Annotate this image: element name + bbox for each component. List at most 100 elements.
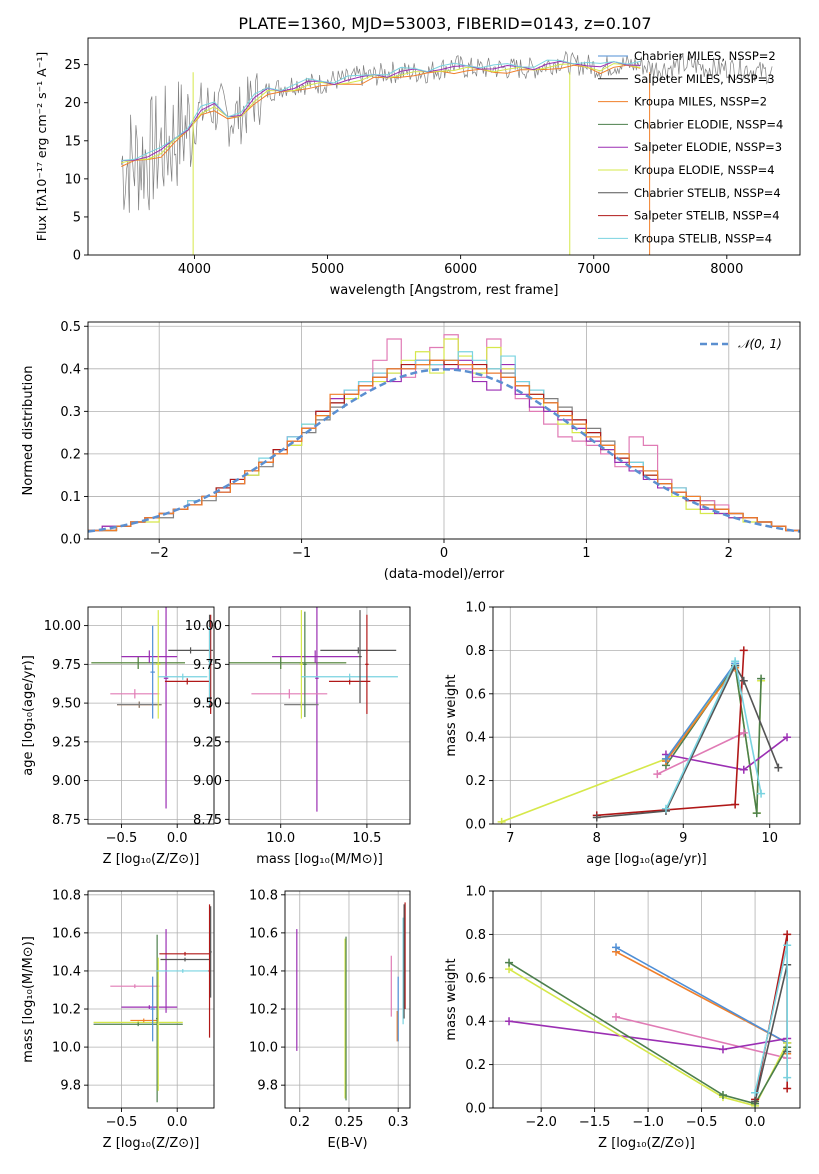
x-axis-label: age [log₁₀(age/yr)] <box>586 852 707 867</box>
plot-area <box>91 607 213 809</box>
x-tick-label: −1.0 <box>632 1115 664 1130</box>
x-tick-label: 0.25 <box>334 1115 363 1130</box>
y-tick-label: 10.00 <box>185 619 222 634</box>
x-tick-label: 7 <box>506 831 514 846</box>
x-tick-label: −2.0 <box>525 1115 557 1130</box>
chart-age-vs-mass: 10.0 10.5 8.75 9.00 9.25 9.50 9.75 10.00 mass [l… <box>185 606 411 867</box>
series-point-marker <box>783 930 792 939</box>
y-tick-label: 0.2 <box>465 1058 486 1073</box>
x-tick-label: 0.0 <box>167 831 188 846</box>
x-tick-label: 0.0 <box>167 1115 188 1130</box>
x-axis-label: Z [log₁₀(Z/Z⊙)] <box>598 1136 695 1151</box>
series-point-marker <box>739 646 748 655</box>
series-line <box>596 650 745 817</box>
legend-label: Chabrier MILES, NSSP=2 <box>634 49 776 63</box>
series-point-marker <box>783 1084 792 1093</box>
series-point-marker <box>612 943 621 952</box>
series-point-marker <box>731 800 740 809</box>
x-tick-label: 0.0 <box>745 1115 766 1130</box>
y-tick-label: 0.4 <box>465 731 486 746</box>
y-tick-label: 10.2 <box>249 1003 278 1018</box>
plot-area <box>505 930 792 1108</box>
x-axis-label: mass [log₁₀(M/M⊙)] <box>256 852 383 867</box>
chart-spectrum: Chabrier MILES, NSSP=2 Salpeter MILES, NS… <box>34 37 801 298</box>
y-tick-label: 0.0 <box>60 533 81 548</box>
series-point-marker <box>783 733 792 742</box>
series-point-marker <box>751 1088 760 1097</box>
y-tick-label: 0.6 <box>465 687 486 702</box>
axes-frame <box>284 890 411 1109</box>
x-axis-label: E(B-V) <box>327 1136 367 1151</box>
x-axis-label: Z [log₁₀(Z/Z⊙)] <box>103 1136 200 1151</box>
x-tick-label: 10 <box>761 831 778 846</box>
series-line <box>656 732 745 775</box>
series-point-marker <box>497 817 506 824</box>
x-tick-label: 2 <box>725 546 733 561</box>
y-tick-label: 9.8 <box>60 1079 81 1094</box>
y-axis-label: age [log₁₀(age/yr)] <box>21 655 36 776</box>
legend-label: Salpeter MILES, NSSP=3 <box>634 72 775 86</box>
axes-frame <box>87 606 215 825</box>
plot-area <box>120 50 773 255</box>
y-tick-label: 10.4 <box>249 964 278 979</box>
y-tick-label: 0.4 <box>465 1015 486 1030</box>
y-tick-label: 0.2 <box>60 447 81 462</box>
legend-label: Chabrier ELODIE, NSSP=4 <box>634 117 783 131</box>
series-line <box>665 658 762 810</box>
y-axis-label: mass weight <box>444 958 459 1040</box>
x-tick-label: 1 <box>582 546 590 561</box>
legend-label: 𝒩(0, 1) <box>738 337 782 351</box>
series-point-marker <box>592 813 601 822</box>
axes-frame <box>87 37 801 256</box>
legend-label: Salpeter ELODIE, NSSP=3 <box>634 140 782 154</box>
series-point-marker <box>752 809 761 818</box>
series-point-marker <box>757 789 766 798</box>
x-tick-label: 10.5 <box>352 831 381 846</box>
series-point-marker <box>751 1097 760 1106</box>
x-tick-label: 4000 <box>178 262 211 277</box>
series-point-marker <box>731 657 740 666</box>
y-tick-label: 9.8 <box>257 1079 278 1094</box>
y-tick-label: 0.6 <box>465 971 486 986</box>
x-tick-label: 8 <box>593 831 601 846</box>
y-tick-label: 25 <box>64 58 81 73</box>
x-axis-label: wavelength [Angstrom, rest frame] <box>330 283 559 298</box>
series-point-marker <box>661 754 670 763</box>
x-axis-label: Z [log₁₀(Z/Z⊙)] <box>103 852 200 867</box>
y-tick-label: 0.0 <box>465 1102 486 1117</box>
series-line <box>615 1016 788 1059</box>
x-tick-label: 0.2 <box>289 1115 310 1130</box>
y-tick-label: 1.0 <box>465 601 486 616</box>
y-tick-label: 0.5 <box>60 320 81 335</box>
series-line <box>665 667 736 762</box>
chart-residuals: 𝒩(0, 1) −2 −1 0 1 2 0.0 0.1 0.2 0.3 0.4 0.5 (data-mo… <box>21 320 801 582</box>
x-tick-label: 9 <box>679 831 687 846</box>
x-tick-label: 10.0 <box>266 831 295 846</box>
y-tick-label: 0.0 <box>465 818 486 833</box>
x-tick-label: 7000 <box>577 262 610 277</box>
y-tick-label: 15 <box>64 134 81 149</box>
axes-frame <box>492 606 801 825</box>
x-tick-label: 6000 <box>444 262 477 277</box>
series-point-marker <box>774 763 783 772</box>
x-tick-label: 8000 <box>710 262 743 277</box>
series-point-marker <box>783 941 792 950</box>
y-tick-label: 0.2 <box>465 774 486 789</box>
figure-title: PLATE=1360, MJD=53003, FIBERID=0143, z=0… <box>238 14 651 33</box>
y-tick-label: 10.0 <box>249 1041 278 1056</box>
y-tick-label: 10.4 <box>52 964 81 979</box>
spectrum-model-line <box>121 64 641 167</box>
axes-frame <box>87 890 215 1109</box>
plot-area <box>229 607 398 812</box>
x-tick-label: 5000 <box>311 262 344 277</box>
x-tick-label: −2 <box>150 546 169 561</box>
y-tick-label: 10.00 <box>44 619 81 634</box>
series-point-marker <box>783 1073 792 1082</box>
series-line <box>754 945 788 1093</box>
y-tick-label: 10 <box>64 172 81 187</box>
y-axis-label: mass [log₁₀(M/M⊙)] <box>21 936 36 1063</box>
histogram-step <box>88 359 800 532</box>
plot-area <box>88 334 800 533</box>
y-tick-label: 1.0 <box>465 885 486 900</box>
normal-curve <box>88 368 800 533</box>
